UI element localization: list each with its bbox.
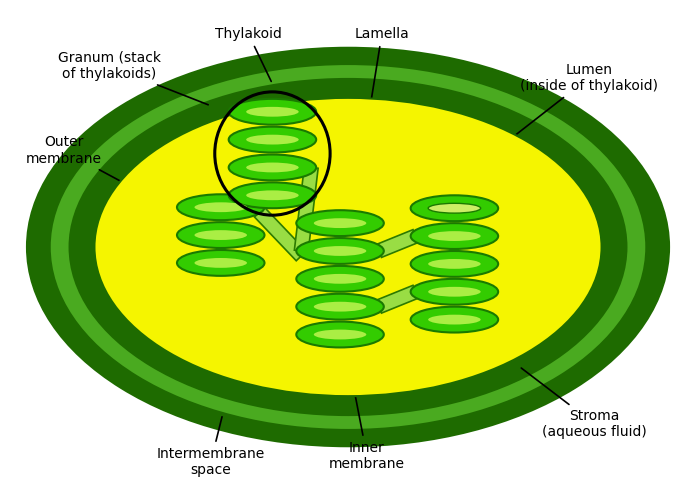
Ellipse shape <box>314 330 366 340</box>
Ellipse shape <box>428 203 481 213</box>
Ellipse shape <box>246 107 299 117</box>
Ellipse shape <box>229 99 316 125</box>
Ellipse shape <box>246 162 299 172</box>
Ellipse shape <box>177 222 265 248</box>
Ellipse shape <box>411 279 498 305</box>
Ellipse shape <box>229 127 316 152</box>
Polygon shape <box>255 207 307 261</box>
Ellipse shape <box>428 231 481 241</box>
Polygon shape <box>376 230 418 257</box>
Ellipse shape <box>428 259 481 269</box>
Ellipse shape <box>428 315 481 325</box>
Text: Inner
membrane: Inner membrane <box>329 397 405 471</box>
Ellipse shape <box>296 210 384 236</box>
Ellipse shape <box>229 154 316 180</box>
Polygon shape <box>295 167 318 252</box>
Text: Lumen
(inside of thylakoid): Lumen (inside of thylakoid) <box>491 63 658 154</box>
Ellipse shape <box>296 322 384 347</box>
Ellipse shape <box>296 294 384 320</box>
Ellipse shape <box>195 230 247 240</box>
Ellipse shape <box>314 302 366 311</box>
Text: Thylakoid: Thylakoid <box>215 27 282 81</box>
Ellipse shape <box>411 307 498 333</box>
Ellipse shape <box>27 48 668 446</box>
Ellipse shape <box>177 250 265 276</box>
Ellipse shape <box>177 195 265 220</box>
Text: Stroma
(aqueous fluid): Stroma (aqueous fluid) <box>522 368 647 439</box>
Ellipse shape <box>411 196 498 221</box>
Ellipse shape <box>94 98 601 396</box>
Ellipse shape <box>50 64 646 430</box>
Text: Lamella: Lamella <box>354 27 409 118</box>
Ellipse shape <box>246 191 299 200</box>
Ellipse shape <box>314 274 366 284</box>
Ellipse shape <box>246 135 299 145</box>
Text: Granum (stack
of thylakoids): Granum (stack of thylakoids) <box>58 51 208 105</box>
Ellipse shape <box>428 287 481 297</box>
Ellipse shape <box>314 246 366 256</box>
Ellipse shape <box>428 203 481 213</box>
Ellipse shape <box>195 202 247 212</box>
Ellipse shape <box>229 182 316 208</box>
Ellipse shape <box>411 251 498 277</box>
Ellipse shape <box>296 238 384 264</box>
Text: Outer
membrane: Outer membrane <box>26 136 153 199</box>
Polygon shape <box>376 285 418 313</box>
Ellipse shape <box>314 218 366 228</box>
Ellipse shape <box>195 258 247 268</box>
Ellipse shape <box>411 223 498 249</box>
Ellipse shape <box>296 266 384 292</box>
Ellipse shape <box>69 79 626 415</box>
Text: Intermembrane
space: Intermembrane space <box>157 417 265 477</box>
